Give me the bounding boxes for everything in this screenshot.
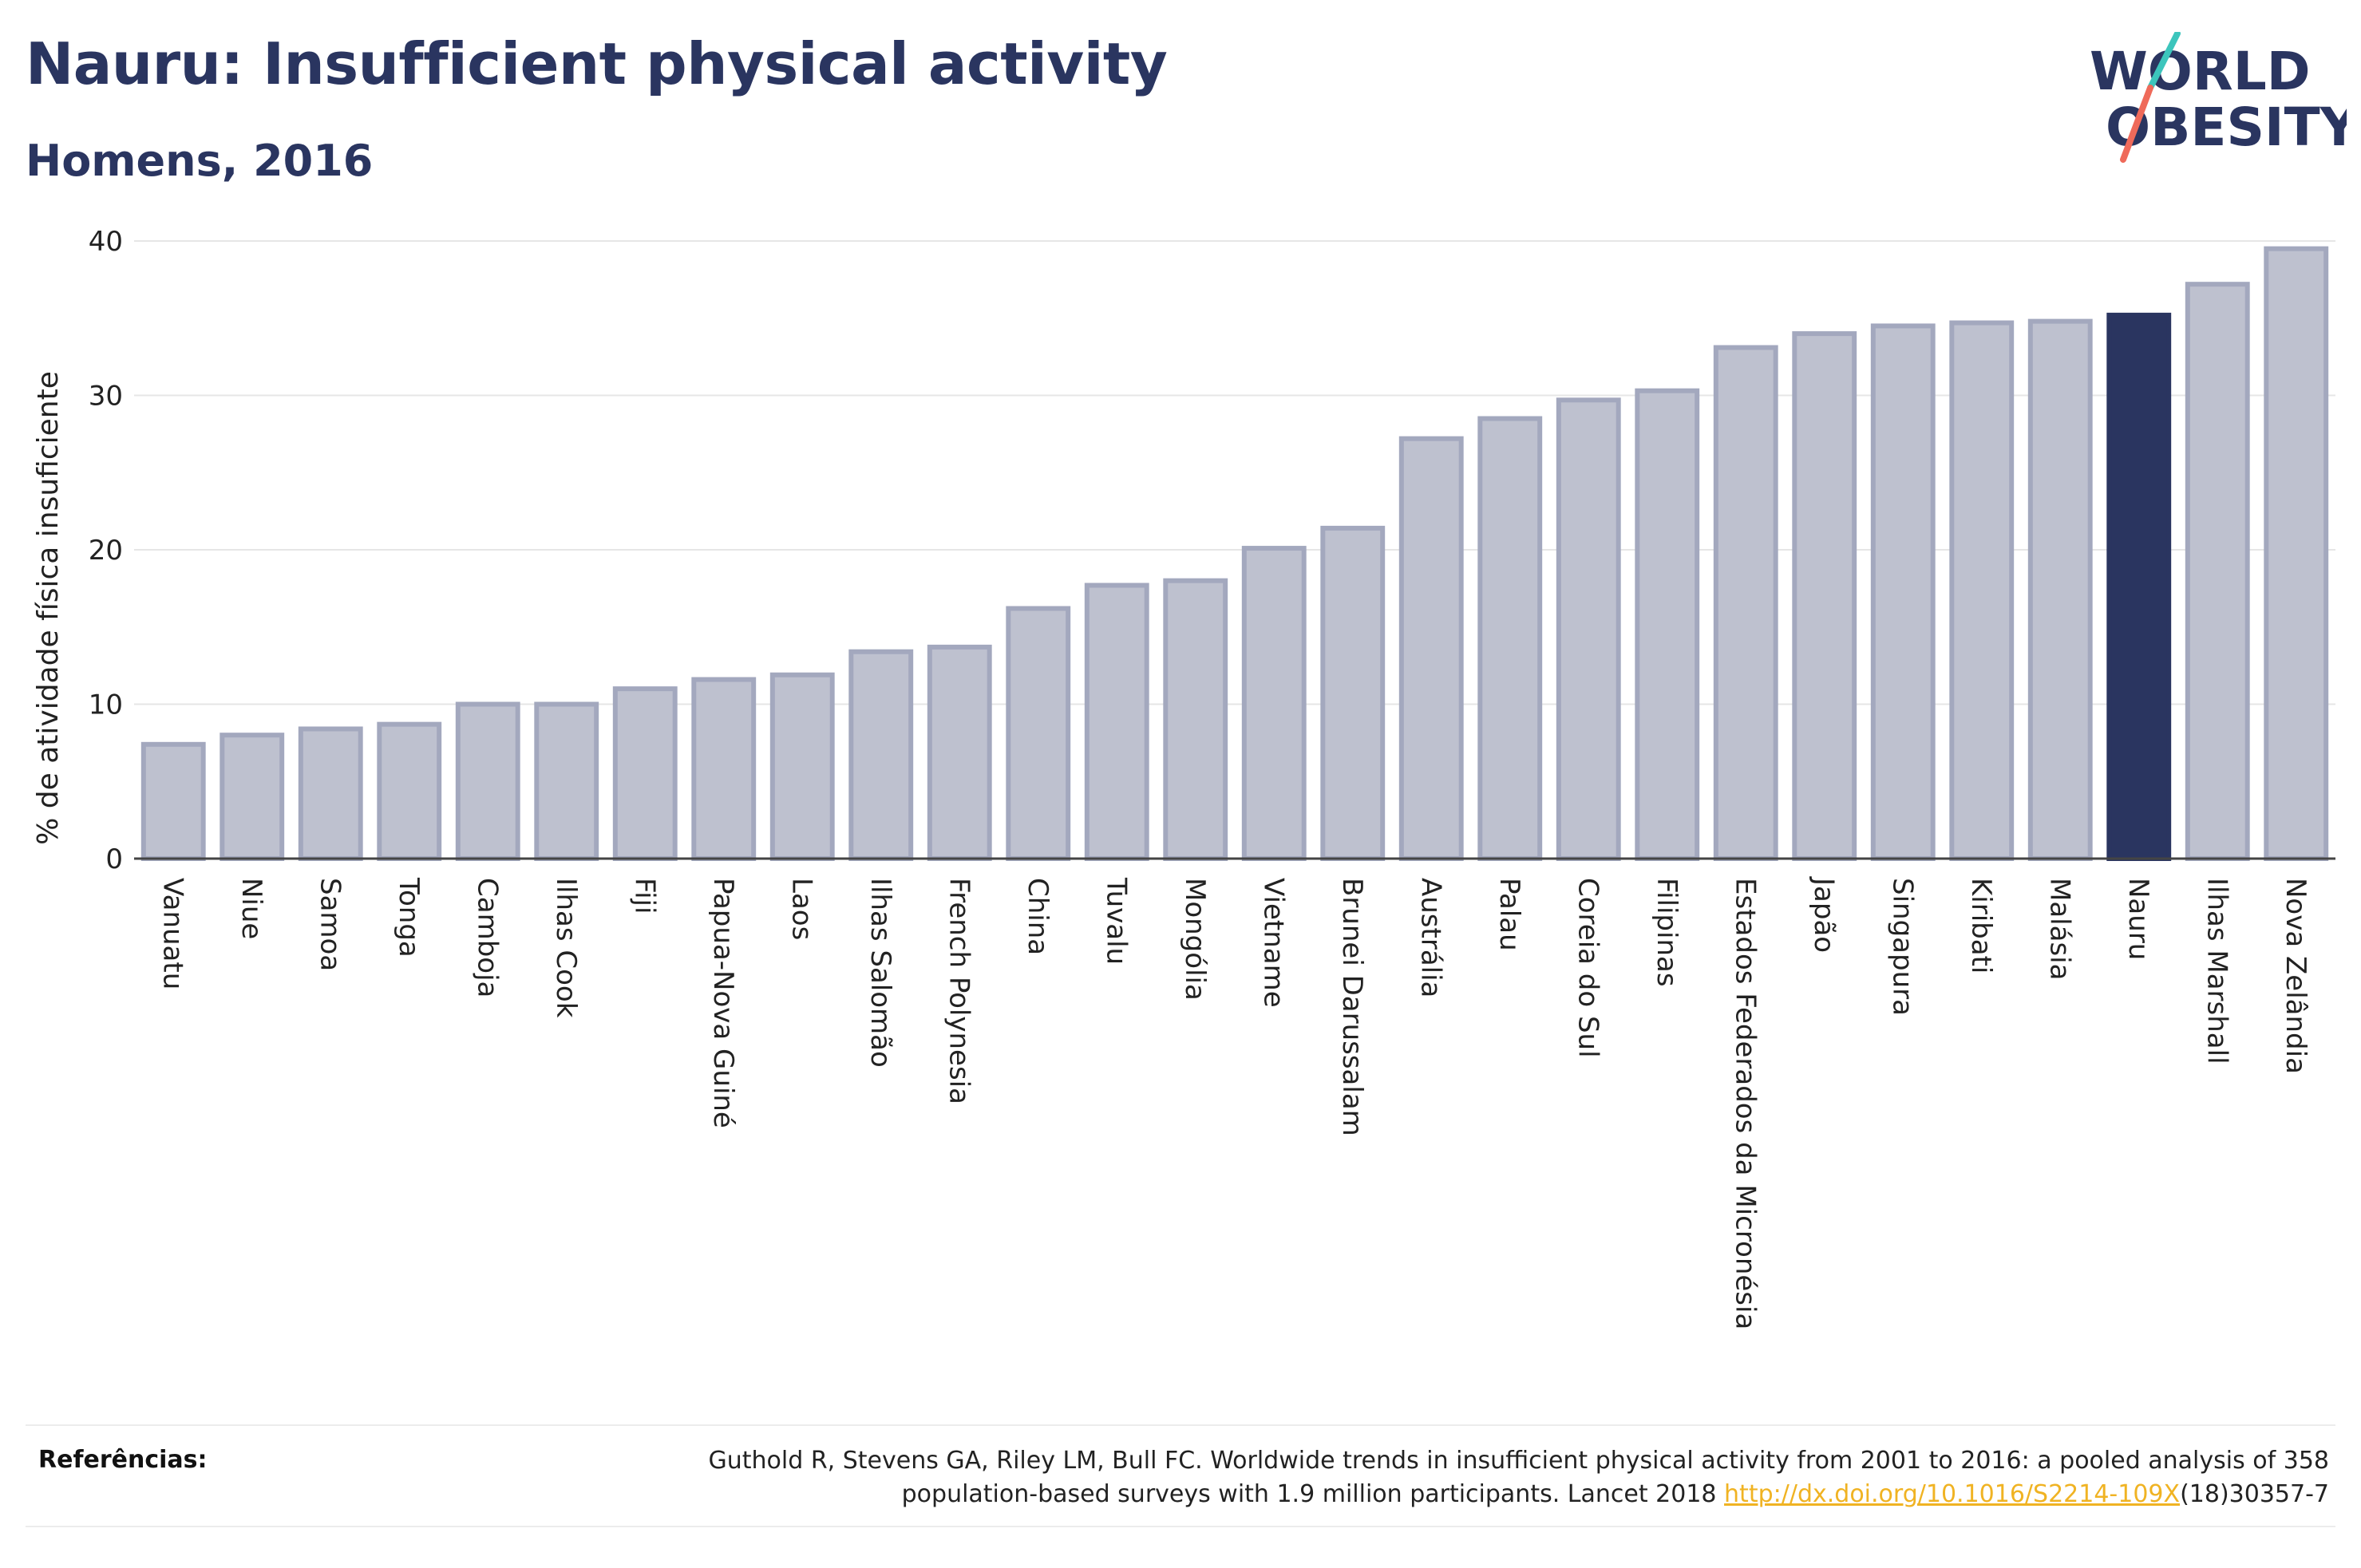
x-tick-label: Vanuatu [156,878,188,989]
bar-filipinas [1635,388,1700,861]
x-tick-label: Vietname [1257,878,1289,1008]
bar-french-polynesia [927,644,992,862]
bar-austr-lia [1398,436,1464,861]
reference-link[interactable]: http://dx.doi.org/10.1016/S2214-109X [1724,1480,2181,1508]
bar-china [1006,606,1071,862]
bar-ilhas-cook [534,701,599,861]
x-tick-label: China [1022,878,1054,955]
bars [140,246,2329,862]
bar-nova-zel-ndia [2264,246,2329,861]
world-obesity-logo: WORLD OBESITY [2090,32,2347,163]
y-tick-label: 40 [89,226,123,258]
reference-line1: Guthold R, Stevens GA, Riley LM, Bull FC… [708,1447,2329,1475]
bar-niue [219,733,285,862]
bar-jap-o [1792,331,1857,862]
x-tick-label: Japão [1808,876,1840,953]
x-tick-label: Samoa [314,878,346,971]
x-tick-label: Papua-Nova Guiné [707,878,739,1128]
bar-brunei-darussalam [1320,525,1386,861]
x-axis-ticks: Vanuatu Niue Samoa Tonga Camboja Ilhas Cook Fi… [156,876,2312,1329]
x-tick-label: French Polynesia [943,878,975,1104]
bar-mal-sia [2027,318,2093,861]
x-tick-label: Ilhas Marshall [2201,878,2232,1064]
bar-ilhas-salom-o [848,649,914,862]
x-tick-label: Nova Zelândia [2280,878,2312,1074]
bar-papua-nova-guin- [691,677,757,861]
references-text: Guthold R, Stevens GA, Riley LM, Bull FC… [493,1444,2329,1511]
bar-fiji [612,686,678,862]
bar-mong-lia [1163,578,1228,861]
x-tick-label: Ilhas Salomão [864,878,896,1068]
x-tick-label: Palau [1493,878,1525,951]
x-tick-label: Nauru [2122,878,2154,960]
x-tick-label: Fiji [628,878,660,914]
y-axis-ticks: 0 10 20 30 40 [89,226,123,875]
x-tick-label: Singapura [1886,878,1918,1016]
y-tick-label: 30 [89,381,123,413]
x-tick-label: Ilhas Cook [550,878,582,1018]
bar-samoa [298,726,363,862]
bar-kiribati [1949,320,2015,861]
bar-tuvalu [1084,583,1149,861]
x-tick-label: Kiribati [1965,878,1997,974]
bar-laos [769,672,835,861]
bar-tonga [377,721,442,862]
bar-estados-federados-da-micron-sia [1713,345,1778,861]
y-tick-label: 20 [89,535,123,567]
bar-coreia-do-sul [1556,397,1621,861]
reference-suffix: (18)30357-7 [2180,1480,2329,1508]
x-tick-label: Camboja [471,878,503,997]
references-divider-top [26,1424,2335,1426]
logo-slash-teal-icon [2147,32,2181,91]
x-tick-label: Laos [785,878,817,940]
x-tick-label: Coreia do Sul [1572,878,1604,1058]
x-tick-label: Malásia [2043,878,2075,980]
logo-slash-coral-icon [2120,85,2153,163]
x-tick-label: Tuvalu [1100,877,1132,965]
reference-line2: population-based surveys with 1.9 millio… [901,1480,1717,1508]
x-tick-label: Austrália [1414,878,1446,997]
x-tick-label: Brunei Darussalam [1336,878,1368,1136]
x-tick-label: Estados Federados da Micronésia [1729,878,1761,1329]
bar-palau [1477,416,1543,861]
y-tick-label: 10 [89,689,123,721]
x-tick-label: Tonga [393,877,425,958]
bar-vanuatu [140,741,206,861]
references-divider-bottom [26,1526,2335,1527]
chart-subtitle: Homens, 2016 [26,136,374,186]
x-tick-label: Filipinas [1651,878,1683,987]
x-tick-label: Mongólia [1179,878,1211,1001]
bar-singapura [1870,323,1936,861]
bar-vietname [1241,546,1307,861]
y-axis-label: % de atividade física insuficiente [32,371,65,845]
y-tick-label: 0 [105,843,123,875]
x-tick-label: Niue [235,878,267,939]
logo-line1: WORLD [2090,41,2311,102]
bar-chart: 0 10 20 30 40 Vanuatu Niue Samoa Tonga Camboja Il… [32,226,2335,1329]
references-label: Referências: [38,1446,208,1474]
bar-nauru [2106,312,2172,861]
bar-ilhas-marshall [2185,282,2250,861]
chart-title: Nauru: Insufficient physical activity [26,30,1168,97]
bar-camboja [455,701,520,861]
